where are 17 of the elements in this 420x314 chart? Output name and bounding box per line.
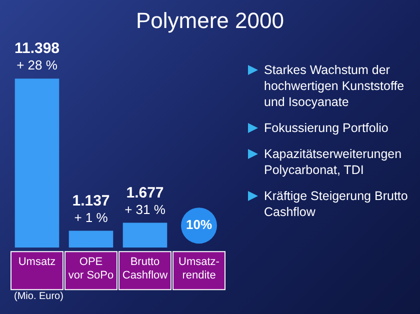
annotation: + 31 % — [124, 202, 166, 217]
x-tick-label: Umsatz — [18, 256, 56, 268]
text: Kräftige Steigerung Brutto Cashflow — [264, 189, 408, 219]
text: Kapazitätserweiterungen Polycarbonat, TDI — [264, 147, 402, 177]
x-tick-label: OPE vor SoPo — [68, 256, 114, 282]
text: Starkes Wachstum der hochwertigen Kunststoffe und Isocyanate — [264, 63, 404, 109]
annotation: + 28 % — [16, 58, 58, 73]
text: (Mio. Euro) — [14, 291, 64, 302]
data-label: 1.137 — [72, 192, 110, 210]
data-label: 11.398 — [14, 40, 60, 58]
data-label: 1.677 — [126, 184, 164, 202]
chart-title: Polymere 2000 — [135, 8, 285, 34]
x-tick-label: Umsatz-rendite — [178, 256, 220, 282]
annotation: + 1 % — [74, 210, 108, 225]
annotation: 10% — [186, 217, 212, 232]
text: Fokussierung Portfolio — [264, 121, 388, 135]
x-tick-label: Brutto Cashflow — [122, 256, 168, 282]
